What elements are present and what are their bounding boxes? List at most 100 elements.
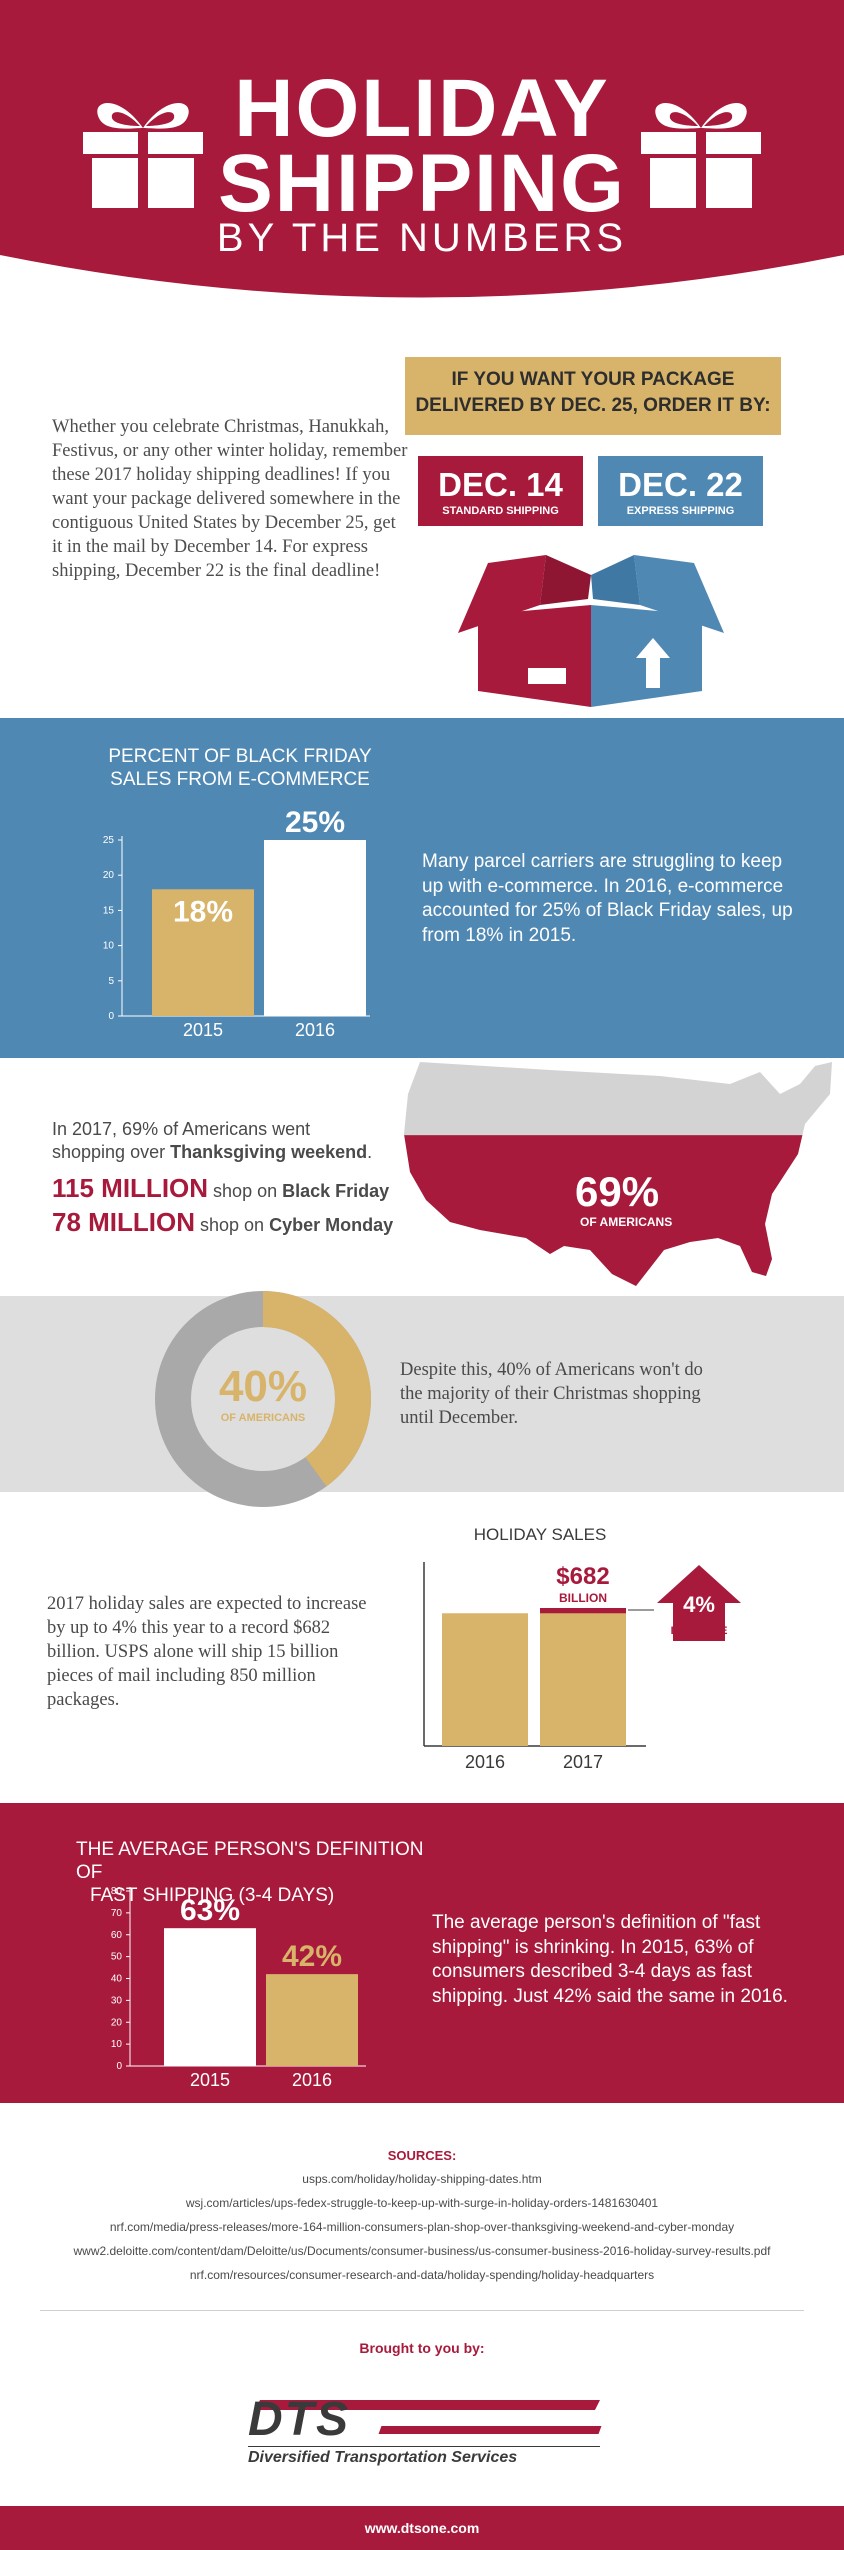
bf-text: Many parcel carriers are struggling to k…: [422, 851, 793, 947]
y-tick-label: 60: [111, 1930, 123, 1941]
data-label-2015: 63%: [180, 1894, 240, 1927]
divider: [40, 2310, 804, 2311]
x-tick-label-2016: 2016: [292, 2070, 332, 2090]
deadline-box-line2: DELIVERED BY DEC. 25, ORDER IT BY:: [415, 394, 771, 416]
bf-title-line2: SALES FROM E-COMMERCE: [110, 768, 370, 790]
tg-stat-cyber-monday: 78 MILLION shop on Cyber Monday: [52, 1207, 452, 1238]
increase-segment: [540, 1608, 626, 1614]
tg-line1: In 2017, 69% of Americans went: [52, 1119, 311, 1139]
express-label: EXPRESS SHIPPING: [626, 505, 735, 517]
y-tick-label: 20: [103, 870, 115, 881]
fs-title-line2: FAST SHIPPING (3-4 DAYS): [90, 1884, 335, 1906]
sources-title: SOURCES:: [387, 2148, 457, 2163]
y-tick-label: 0: [116, 2061, 122, 2072]
december-text: Despite this, 40% of Americans won't do …: [400, 1360, 703, 1429]
dts-logo: DTS Diversified Transportation Services: [240, 2393, 602, 2468]
gift-icon: [83, 103, 203, 208]
bar-2016: [266, 1974, 358, 2066]
logo-speed-lines: [255, 2400, 600, 2410]
december-section: 40% OF AMERICANS Despite this, 40% of Am…: [0, 1291, 844, 1507]
data-label-2015: 18%: [173, 895, 233, 928]
tg-line2-post: .: [367, 1142, 373, 1163]
standard-label: STANDARD SHIPPING: [442, 505, 559, 517]
title-line1: HOLIDAY: [234, 63, 610, 154]
y-tick-label: 40: [111, 1974, 123, 1985]
open-box-icon: [458, 555, 724, 707]
x-tick-label-2017: 2017: [563, 1752, 603, 1772]
x-tick-label-2015: 2015: [190, 2070, 230, 2090]
tg-stat2-bold: Cyber Monday: [269, 1215, 394, 1235]
title-line2: SHIPPING: [218, 138, 626, 229]
y-tick-label: 10: [111, 2039, 123, 2050]
fs-chart: 0 10 20 30 40 50 60 70 80 63% 2015 42% 2016: [111, 1886, 366, 2090]
sales-chart-title: HOLIDAY SALES: [474, 1525, 607, 1544]
fs-title-line1: THE AVERAGE PERSON'S DEFINITION OF: [76, 1839, 424, 1883]
tg-stat1-bold: Black Friday: [282, 1181, 390, 1201]
donut-pct: 40%: [218, 1362, 308, 1411]
x-tick-label-2016: 2016: [295, 1020, 335, 1040]
increase-label: INCREASE: [670, 1625, 728, 1637]
y-tick-label: 80: [111, 1886, 123, 1897]
source-line[interactable]: wsj.com/articles/ups-fedex-struggle-to-k…: [185, 2196, 659, 2210]
data-sublabel-2017: BILLION: [559, 1591, 607, 1605]
tg-stat1-mid: shop on: [208, 1181, 283, 1201]
bf-title-line1: PERCENT OF BLACK FRIDAY: [108, 746, 372, 767]
bar-2016: [264, 840, 366, 1016]
data-label-2016: 25%: [285, 806, 345, 839]
tg-line2-bold: Thanksgiving weekend: [170, 1142, 368, 1163]
header-wave: [0, 255, 844, 300]
map-label: OF AMERICANS: [580, 1215, 672, 1229]
data-label-2016: 42%: [282, 1940, 342, 1973]
bf-chart: 0 5 10 15 20 25 18% 2015 25% 2016: [103, 806, 370, 1040]
fast-shipping-section: THE AVERAGE PERSON'S DEFINITION OF FAST …: [0, 1803, 844, 2103]
bf-chart-title: PERCENT OF BLACK FRIDAY SALES FROM E-COM…: [100, 746, 380, 792]
fs-chart-title: THE AVERAGE PERSON'S DEFINITION OF FAST …: [62, 1839, 442, 1907]
source-line[interactable]: usps.com/holiday/holiday-shipping-dates.…: [302, 2172, 542, 2186]
y-tick-label: 50: [111, 1952, 123, 1963]
bar-2017: [540, 1608, 626, 1746]
map-pct: 69%: [575, 1168, 659, 1215]
donut-label: OF AMERICANS: [220, 1412, 306, 1424]
x-tick-label-2015: 2015: [183, 1020, 223, 1040]
express-date: DEC. 22: [618, 466, 743, 503]
fs-text: The average person's definition of "fast…: [432, 1912, 788, 2008]
y-tick-label: 30: [111, 1995, 123, 2006]
standard-deadline: DEC. 14 STANDARD SHIPPING: [418, 456, 583, 526]
brought-label: Brought to you by:: [359, 2340, 485, 2356]
logo-company: Diversified Transportation Services: [248, 2446, 600, 2467]
source-line[interactable]: www2.deloitte.com/content/dam/Deloitte/u…: [73, 2244, 771, 2258]
tg-stat2-mid: shop on: [195, 1215, 270, 1235]
bar-2016: [442, 1613, 528, 1746]
bar-2015: [152, 889, 254, 1016]
black-friday-section: PERCENT OF BLACK FRIDAY SALES FROM E-COM…: [0, 718, 844, 1058]
logo-text: DTS: [248, 2393, 350, 2446]
data-label-2017: $682: [556, 1563, 609, 1590]
donut-chart: [155, 1291, 371, 1507]
deadline-box-line1: IF YOU WANT YOUR PACKAGE: [451, 369, 735, 390]
increase-pct: 4%: [683, 1592, 715, 1617]
donut-segment: [262, 1291, 371, 1487]
increase-arrow-icon: [657, 1565, 741, 1641]
title-line3: BY THE NUMBERS: [216, 216, 628, 260]
source-line[interactable]: nrf.com/resources/consumer-research-and-…: [189, 2268, 655, 2282]
tg-text: In 2017, 69% of Americans went shopping …: [52, 1118, 432, 1165]
us-map: 69% OF AMERICANS: [404, 1062, 832, 1286]
y-tick-label: 70: [111, 1908, 123, 1919]
gift-icon: [641, 103, 761, 208]
header-banner: HOLIDAY SHIPPING BY THE NUMBERS: [0, 0, 844, 300]
y-tick-label: 20: [111, 2017, 123, 2028]
tg-line2-pre: shopping over: [52, 1142, 171, 1163]
standard-date: DEC. 14: [438, 466, 563, 503]
footer-url[interactable]: www.dtsone.com: [364, 2520, 480, 2536]
x-tick-label-2016: 2016: [465, 1752, 505, 1772]
express-deadline: DEC. 22 EXPRESS SHIPPING: [598, 456, 763, 526]
logo-bar: [378, 2426, 602, 2434]
bar-2015: [164, 1928, 256, 2066]
deadline-box: IF YOU WANT YOUR PACKAGE DELIVERED BY DE…: [405, 357, 781, 435]
source-line[interactable]: nrf.com/media/press-releases/more-164-mi…: [109, 2220, 735, 2234]
tg-stat-black-friday: 115 MILLION shop on Black Friday: [52, 1173, 452, 1204]
y-tick-label: 25: [103, 835, 115, 846]
tg-stat1-big: 115 MILLION: [52, 1173, 209, 1203]
y-tick-label: 15: [103, 905, 115, 916]
